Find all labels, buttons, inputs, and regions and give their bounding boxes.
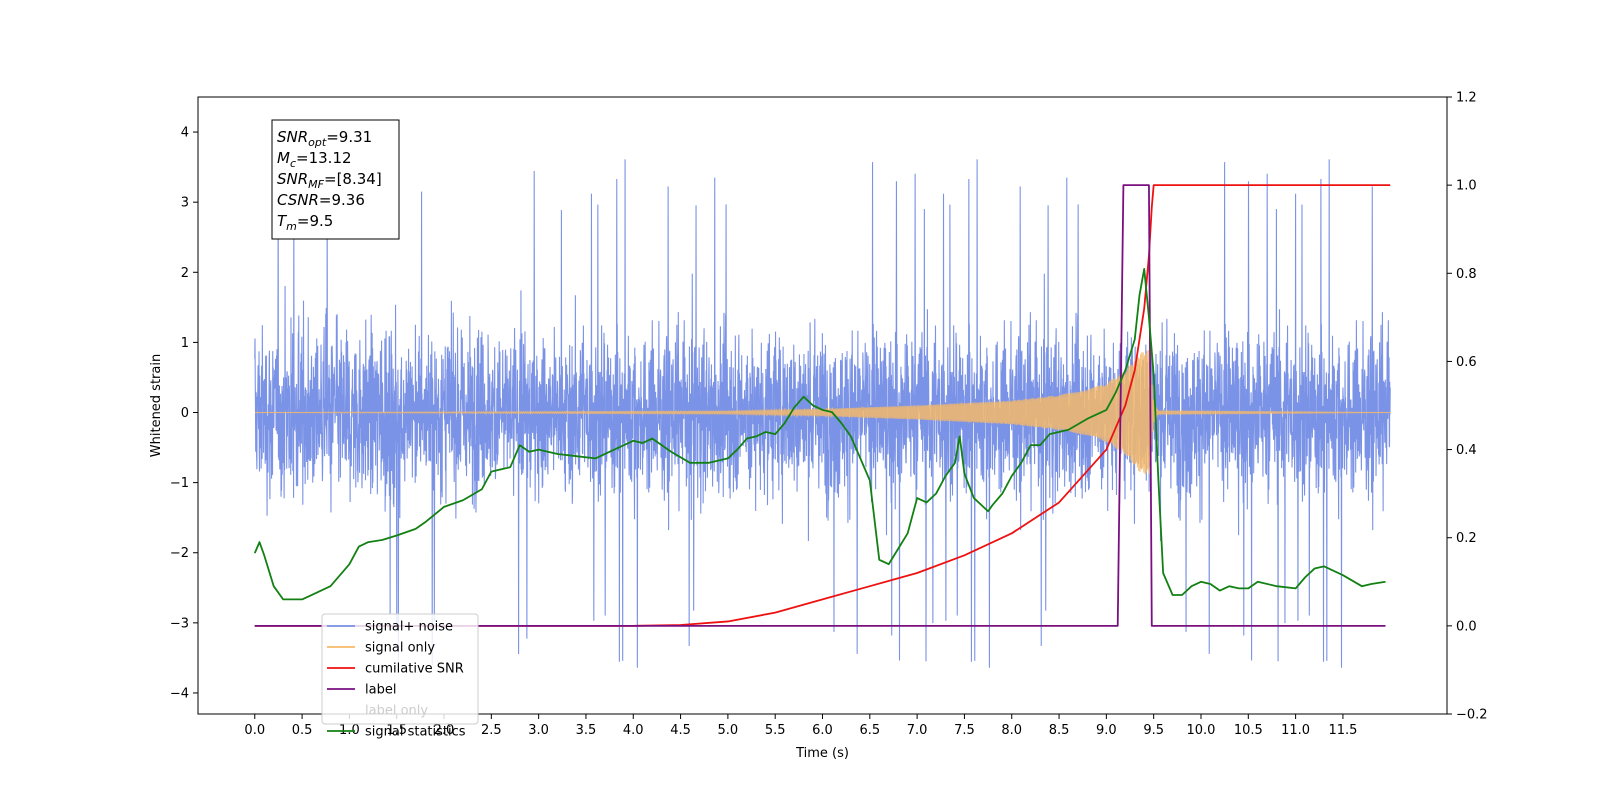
- x-tick-label: 8.5: [1049, 723, 1070, 738]
- y-tick-label-left: −2: [170, 546, 189, 561]
- y-axis-title: Whitened strain: [149, 354, 164, 457]
- x-tick-label: 4.5: [670, 723, 691, 738]
- info-box-line: CSNR=9.36: [277, 191, 365, 209]
- series-signal-only: [254, 350, 1391, 475]
- x-tick-label: 4.0: [623, 723, 644, 738]
- x-tick-label: 3.0: [528, 723, 549, 738]
- y-tick-label-left: 4: [181, 126, 189, 141]
- x-tick-label: 8.0: [1001, 723, 1022, 738]
- info-box: SNRopt=9.31Mc=13.12SNRMF=[8.34]CSNR=9.36…: [271, 119, 400, 240]
- x-tick-label: 0.0: [244, 723, 265, 738]
- x-tick-label: 1.5: [386, 723, 407, 738]
- x-tick-label: 10.0: [1187, 723, 1216, 738]
- y-tick-label-left: −3: [170, 616, 189, 631]
- y-tick-label-right: 0.6: [1456, 355, 1477, 370]
- x-tick-label: 7.0: [907, 723, 928, 738]
- x-tick-label: 6.0: [812, 723, 833, 738]
- y-tick-label-right: −0.2: [1456, 708, 1488, 723]
- legend-label: cumilative SNR: [365, 662, 464, 677]
- legend-label: label: [365, 683, 396, 698]
- x-tick-label: 6.5: [859, 723, 880, 738]
- info-box-line: SNRopt=9.31: [277, 128, 372, 149]
- x-tick-label: 2.5: [481, 723, 502, 738]
- x-tick-label: 0.5: [292, 723, 313, 738]
- y-axis-right: 1.2 1.0 0.8 0.6 0.4 0.2 0.0 −0.2: [1447, 91, 1488, 723]
- series-signal-statistics: [253, 267, 1386, 601]
- y-tick-label-left: 0: [181, 406, 189, 421]
- y-tick-label-left: 3: [181, 196, 189, 211]
- x-tick-label: 10.5: [1234, 723, 1263, 738]
- series-signal-noise: [254, 159, 1391, 668]
- y-tick-label-left: 2: [181, 266, 189, 281]
- y-tick-label-left: −1: [170, 476, 189, 491]
- info-box-frame: [271, 119, 400, 240]
- info-box-line: SNRMF=[8.34]: [277, 170, 382, 191]
- info-box-line: Mc=13.12: [277, 149, 352, 170]
- y-tick-label-right: 0.4: [1456, 443, 1477, 458]
- legend-frame: [321, 613, 479, 725]
- y-tick-label-right: 0.2: [1456, 531, 1477, 546]
- x-tick-label: 7.5: [954, 723, 975, 738]
- x-tick-label: 11.0: [1281, 723, 1310, 738]
- x-axis-title: Time (s): [795, 746, 849, 761]
- y-tick-label-right: 1.2: [1456, 91, 1477, 106]
- y-tick-label-right: 1.0: [1456, 179, 1477, 194]
- x-tick-label: 11.5: [1328, 723, 1357, 738]
- x-tick-label: 3.5: [576, 723, 597, 738]
- legend-label: label only: [365, 704, 428, 719]
- legend-label: signal+ noise: [365, 620, 453, 635]
- x-tick-label: 5.5: [765, 723, 786, 738]
- plot-area: [253, 159, 1391, 668]
- y-tick-label-left: 1: [181, 336, 189, 351]
- legend-label: signal statistics: [365, 725, 466, 740]
- info-box-line: Tm=9.5: [277, 212, 333, 233]
- legend-label: signal only: [365, 641, 435, 656]
- x-tick-label: 9.0: [1096, 723, 1117, 738]
- y-axis-left: 4 3 2 1 0 −1 −2 −3 −4: [170, 126, 198, 701]
- series-label: [254, 184, 1386, 627]
- y-tick-label-right: 0.8: [1456, 267, 1477, 282]
- y-tick-label-left: −4: [170, 686, 189, 701]
- y-tick-label-right: 0.0: [1456, 619, 1477, 634]
- x-axis: 0.0 0.5 1.0 1.5 2.0 2.5 3.0 3.5 4.0 4.5 5.0 5.5 6.0 6…: [244, 714, 1357, 738]
- x-tick-label: 9.5: [1143, 723, 1164, 738]
- x-tick-label: 5.0: [718, 723, 739, 738]
- series-layer: [253, 159, 1391, 668]
- legend: signal+ noise signal only cumilative SNR la…: [321, 613, 479, 740]
- x-tick-label: 2.0: [434, 723, 455, 738]
